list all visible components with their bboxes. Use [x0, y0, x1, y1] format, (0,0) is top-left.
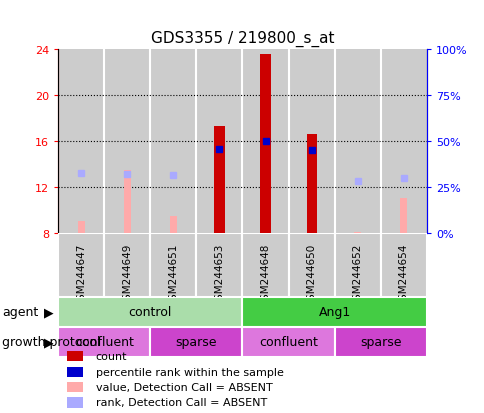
Bar	[150, 50, 196, 233]
Text: percentile rank within the sample: percentile rank within the sample	[95, 367, 283, 377]
Text: sparse: sparse	[359, 335, 401, 349]
Bar	[196, 50, 242, 233]
Bar	[104, 50, 150, 233]
Bar	[58, 50, 104, 233]
Text: control: control	[128, 306, 172, 319]
Bar	[66, 367, 83, 377]
Bar	[150, 327, 242, 357]
Bar	[380, 50, 426, 233]
Bar	[334, 327, 426, 357]
Text: sparse: sparse	[175, 335, 217, 349]
Text: ▶: ▶	[44, 306, 53, 319]
Bar	[58, 297, 242, 327]
Bar	[104, 233, 150, 297]
Bar	[66, 397, 83, 408]
Bar	[123, 170, 131, 233]
Bar	[334, 233, 380, 297]
Bar	[58, 327, 150, 357]
Text: count: count	[95, 351, 127, 361]
Bar	[306, 135, 316, 233]
Bar	[169, 216, 177, 233]
Bar	[150, 233, 196, 297]
Text: GSM244649: GSM244649	[122, 243, 132, 306]
Text: GSM244653: GSM244653	[214, 243, 224, 306]
Text: GSM244654: GSM244654	[398, 243, 408, 306]
Bar	[242, 297, 426, 327]
Text: agent: agent	[2, 306, 39, 319]
Text: GSM244652: GSM244652	[352, 243, 362, 306]
Bar	[242, 327, 334, 357]
Bar	[214, 126, 224, 233]
Title: GDS3355 / 219800_s_at: GDS3355 / 219800_s_at	[151, 31, 333, 47]
Text: rank, Detection Call = ABSENT: rank, Detection Call = ABSENT	[95, 397, 266, 408]
Bar	[288, 233, 334, 297]
Bar	[380, 233, 426, 297]
Bar	[77, 222, 85, 233]
Bar	[288, 50, 334, 233]
Text: GSM244650: GSM244650	[306, 243, 316, 306]
Text: confluent: confluent	[75, 335, 134, 349]
Bar	[58, 233, 104, 297]
Text: confluent: confluent	[258, 335, 318, 349]
Text: growth protocol: growth protocol	[2, 335, 101, 349]
Text: Ang1: Ang1	[318, 306, 350, 319]
Text: GSM244651: GSM244651	[168, 243, 178, 306]
Text: GSM244648: GSM244648	[260, 243, 270, 306]
Text: ▶: ▶	[44, 335, 53, 349]
Bar	[242, 50, 288, 233]
Text: GSM244647: GSM244647	[76, 243, 86, 306]
Bar	[66, 382, 83, 392]
Bar	[242, 233, 288, 297]
Bar	[66, 351, 83, 361]
Bar	[260, 55, 270, 233]
Text: value, Detection Call = ABSENT: value, Detection Call = ABSENT	[95, 382, 272, 392]
Bar	[196, 233, 242, 297]
Bar	[353, 232, 361, 233]
Bar	[399, 199, 407, 233]
Bar	[334, 50, 380, 233]
